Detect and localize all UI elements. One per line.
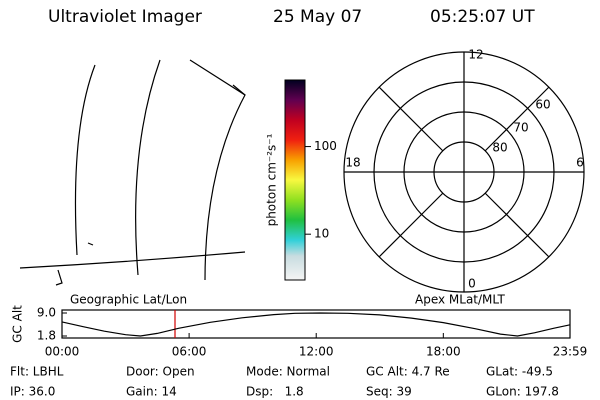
y-tick-label: 9.0: [37, 306, 56, 320]
mlt-label: 6: [576, 156, 584, 170]
polar-label: Apex MLat/MLT: [415, 293, 505, 307]
footer-field: GLon: 197.8: [486, 385, 559, 399]
polar-grid: [343, 51, 585, 293]
map-lines: [19, 59, 246, 286]
lat-label: 80: [492, 141, 507, 155]
footer-field: Door: Open: [126, 365, 195, 379]
x-tick-label: 18:00: [426, 345, 461, 359]
colorbar-label: photon cm⁻²s⁻¹: [265, 133, 279, 226]
lat-label: 60: [535, 98, 550, 112]
lat-label: 70: [513, 121, 528, 135]
footer-field: GLat: -49.5: [486, 365, 553, 379]
footer-field: Flt: LBHL: [10, 365, 64, 379]
mlt-label: 18: [345, 156, 360, 170]
x-tick-label: 00:00: [45, 345, 80, 359]
altitude-line: [61, 312, 571, 337]
y-tick-label: 1.8: [37, 329, 56, 343]
date: 25 May 07: [273, 7, 362, 27]
footer-field: GC Alt: 4.7 Re: [366, 365, 450, 379]
y-axis-label: GC Alt: [11, 305, 25, 343]
x-tick-label: 12:00: [299, 345, 334, 359]
x-tick-label: 06:00: [172, 345, 207, 359]
footer-field: Dsp: 1.8: [246, 385, 304, 399]
map-label: Geographic Lat/Lon: [70, 293, 187, 307]
colorbar-tick-label: 100: [314, 139, 337, 153]
mlt-label: 12: [468, 48, 483, 62]
footer-field: Seq: 39: [366, 385, 412, 399]
x-tick-label: 23:59: [553, 345, 588, 359]
footer-field: Mode: Normal: [246, 365, 330, 379]
colorbar: [284, 79, 306, 281]
time: 05:25:07 UT: [430, 7, 535, 27]
title: Ultraviolet Imager: [48, 7, 202, 27]
mlt-label: 0: [468, 277, 476, 291]
colorbar-tick-label: 10: [314, 227, 329, 241]
footer-field: Gain: 14: [126, 385, 177, 399]
footer-field: IP: 36.0: [10, 385, 55, 399]
